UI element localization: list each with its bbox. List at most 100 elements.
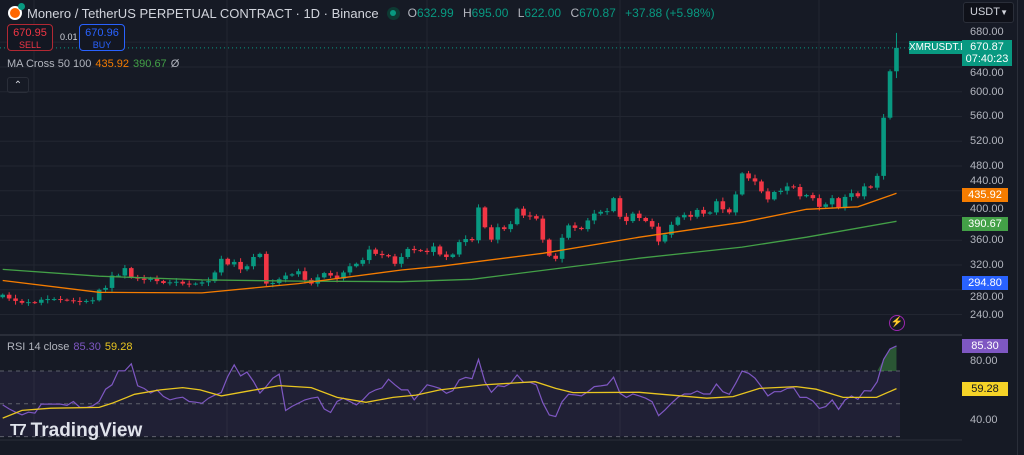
rsi-line (2, 345, 897, 418)
lightning-icon[interactable]: ⚡ (889, 315, 905, 331)
low-value: 622.00 (524, 6, 562, 20)
candle-down (302, 271, 308, 280)
price-tick-label: 640.00 (970, 67, 1004, 79)
high-label: H (463, 6, 472, 20)
ma100-legend-value: 390.67 (133, 58, 167, 70)
candle-up (199, 282, 205, 284)
collapse-legend-button[interactable]: ⌃ (7, 77, 29, 93)
rsi-overbought-fill (877, 345, 897, 371)
candle-up (206, 281, 211, 283)
candle-down (855, 193, 861, 197)
candle-up (630, 213, 636, 222)
currency-selector[interactable]: USDT ▼ (963, 2, 1014, 23)
candle-down (546, 239, 552, 256)
price-tick-label: 400.00 (970, 203, 1004, 215)
candle-up (321, 273, 327, 278)
ma-cross-legend[interactable]: MA Cross 50 100 435.92 390.67 Ø (7, 58, 179, 70)
currency-label: USDT (970, 6, 1000, 18)
candle-down (765, 191, 771, 200)
ohlc-values: O632.99 H695.00 L622.00 C670.87 +37.88 (… (408, 6, 715, 20)
candle-up (90, 300, 96, 302)
watermark-text: TradingView (30, 420, 143, 441)
market-open-icon (386, 6, 400, 20)
candle-down (424, 250, 430, 253)
candle-down (264, 253, 269, 284)
candle-up (778, 190, 784, 192)
candle-down (527, 215, 533, 217)
candle-down (688, 214, 694, 217)
last-price-badge: 670.87 07:40:23 (962, 40, 1012, 66)
candle-up (26, 302, 31, 304)
candle-down (540, 218, 546, 240)
candle-up (405, 248, 411, 257)
candle-up (604, 211, 610, 213)
candle-up (167, 282, 173, 284)
candle-up (51, 299, 57, 301)
candle-up (103, 287, 108, 290)
candle-up (591, 213, 597, 221)
candle-up (45, 299, 51, 301)
candle-up (476, 207, 481, 241)
sell-button[interactable]: 670.95 SELL (7, 24, 53, 51)
candle-down (643, 217, 648, 222)
price-tick-label: 560.00 (970, 110, 1004, 123)
candle-up (244, 266, 250, 270)
price-tick-label: 360.00 (970, 234, 1004, 247)
candle-down (379, 253, 385, 256)
candle-down (161, 281, 166, 283)
candle-down (726, 209, 732, 213)
candle-down (418, 250, 423, 252)
last-price: 670.87 (970, 41, 1004, 53)
rsi-legend-label: RSI 14 close (7, 341, 70, 353)
ma-extra-value: Ø (170, 58, 180, 70)
price-tick-label: 280.00 (970, 291, 1004, 303)
candle-down (411, 248, 417, 251)
candle-up (894, 47, 899, 72)
candle-up (212, 272, 218, 282)
candle-down (791, 186, 796, 188)
candle-up (714, 201, 719, 213)
candle-up (38, 299, 44, 303)
candle-down (810, 195, 816, 199)
candle-up (662, 234, 668, 242)
candle-up (784, 186, 790, 191)
spread-value: 0.01 (60, 32, 78, 42)
pane-separator[interactable] (0, 334, 962, 336)
low-label: L (517, 6, 525, 20)
rsi-ma-legend-value: 59.28 (104, 341, 133, 353)
rsi-tick-label: 80.00 (970, 355, 998, 367)
candle-down (6, 294, 12, 299)
candle-up (354, 263, 359, 267)
candle-down (129, 268, 134, 278)
candle-up (251, 256, 256, 267)
candle-down (553, 255, 558, 259)
candle-up (456, 242, 462, 255)
right-border (1017, 0, 1018, 455)
ma50-line (2, 192, 897, 294)
bar-countdown: 07:40:23 (965, 53, 1009, 65)
monero-logo-icon (8, 3, 25, 20)
change-value: +37.88 (+5.98%) (625, 6, 715, 20)
candle-up (611, 198, 616, 212)
candle-down (797, 187, 803, 197)
candle-down (444, 254, 449, 257)
candle-up (514, 208, 520, 225)
candle-up (270, 282, 276, 284)
candle-up (842, 196, 848, 209)
candle-up (193, 283, 198, 285)
candle-up (289, 274, 295, 276)
tradingview-watermark[interactable]: T7 TradingView (10, 420, 142, 442)
candle-down (71, 300, 76, 302)
ma50-legend-value: 435.92 (95, 58, 130, 70)
candle-down (701, 209, 706, 214)
candle-up (862, 186, 867, 197)
buy-button[interactable]: 670.96 BUY (79, 24, 125, 51)
price-tick-label: 600.00 (970, 85, 1004, 98)
symbol-title[interactable]: Monero / TetherUS PERPETUAL CONTRACT · 1… (27, 5, 379, 21)
ma100-badge: 390.67 (962, 217, 1008, 231)
candle-down (141, 278, 147, 280)
rsi-legend[interactable]: RSI 14 close 85.30 59.28 (7, 341, 132, 353)
rsi-ma-badge: 59.28 (962, 382, 1008, 396)
price-tick-label: 320.00 (970, 259, 1004, 272)
